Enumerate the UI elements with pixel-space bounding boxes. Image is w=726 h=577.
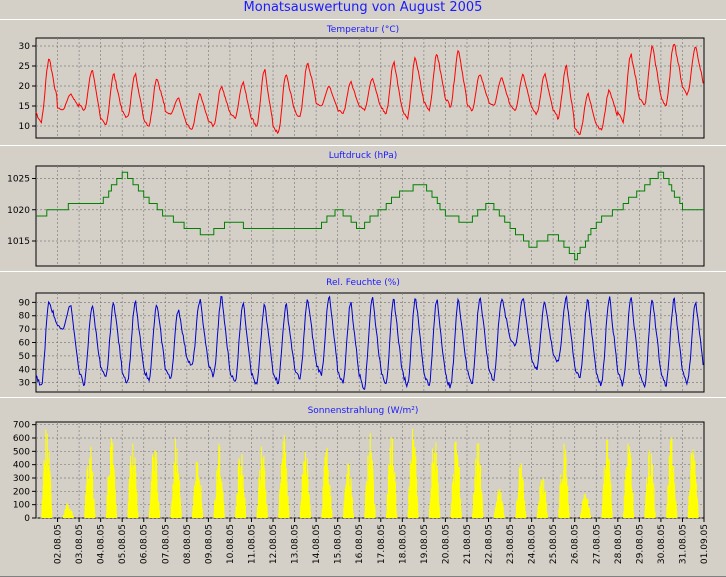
ytick-label-0: 20 (19, 82, 31, 92)
ytick-label-2: 60 (19, 339, 31, 349)
ytick-label-1: 1015 (7, 237, 30, 247)
ytick-label-1: 1025 (7, 175, 30, 185)
ytick-label-3: 300 (13, 474, 30, 484)
ytick-label-1: 1020 (7, 206, 30, 216)
xtick-label: 08.08.05 (183, 524, 193, 564)
ytick-label-2: 50 (19, 352, 31, 362)
ytick-label-0: 25 (19, 62, 30, 72)
ytick-label-2: 70 (19, 325, 31, 335)
xtick-label: 27.08.05 (592, 524, 602, 564)
xtick-label: 18.08.05 (398, 524, 408, 564)
xtick-label: 28.08.05 (614, 524, 624, 564)
xtick-label: 12.08.05 (269, 524, 279, 564)
xtick-label: 30.08.05 (657, 524, 667, 564)
xtick-label: 29.08.05 (635, 524, 645, 564)
xtick-label: 26.08.05 (571, 524, 581, 564)
xtick-label: 06.08.05 (140, 524, 150, 564)
xtick-label: 09.08.05 (204, 524, 214, 564)
xtick-label: 19.08.05 (420, 524, 430, 564)
xtick-label: 13.08.05 (291, 524, 301, 564)
ytick-label-3: 0 (24, 514, 30, 524)
xtick-label: 25.08.05 (549, 524, 559, 564)
xtick-label: 21.08.05 (463, 524, 473, 564)
ytick-label-3: 500 (13, 447, 30, 457)
xtick-label: 05.08.05 (118, 524, 128, 564)
ytick-label-3: 100 (13, 501, 30, 511)
ytick-label-0: 10 (19, 122, 31, 132)
ytick-label-3: 600 (13, 434, 30, 444)
xtick-label: 15.08.05 (334, 524, 344, 564)
plot-area-0 (36, 38, 704, 138)
xtick-label: 07.08.05 (161, 524, 171, 564)
ytick-label-2: 40 (19, 365, 31, 375)
xtick-label: 31.08.05 (679, 524, 689, 564)
xtick-label: 02.08.05 (54, 524, 64, 564)
ytick-label-3: 400 (13, 461, 30, 471)
xtick-label: 04.08.05 (97, 524, 107, 564)
xtick-label: 20.08.05 (441, 524, 451, 564)
xtick-label: 16.08.05 (355, 524, 365, 564)
xtick-label: 03.08.05 (75, 524, 85, 564)
ytick-label-0: 30 (19, 42, 31, 52)
xtick-label: 24.08.05 (528, 524, 538, 564)
ytick-label-0: 15 (19, 102, 30, 112)
xtick-label: 14.08.05 (312, 524, 322, 564)
ytick-label-2: 90 (19, 298, 31, 308)
xtick-label: 11.08.05 (248, 524, 258, 564)
xtick-label: 17.08.05 (377, 524, 387, 564)
ytick-label-3: 200 (13, 487, 30, 497)
xtick-label: 22.08.05 (485, 524, 495, 564)
xtick-label: 10.08.05 (226, 524, 236, 564)
ytick-label-2: 30 (19, 379, 31, 389)
ytick-label-2: 80 (19, 312, 31, 322)
xtick-label: 23.08.05 (506, 524, 516, 564)
ytick-label-3: 700 (13, 421, 30, 431)
xtick-label: 01.09.05 (700, 524, 710, 564)
